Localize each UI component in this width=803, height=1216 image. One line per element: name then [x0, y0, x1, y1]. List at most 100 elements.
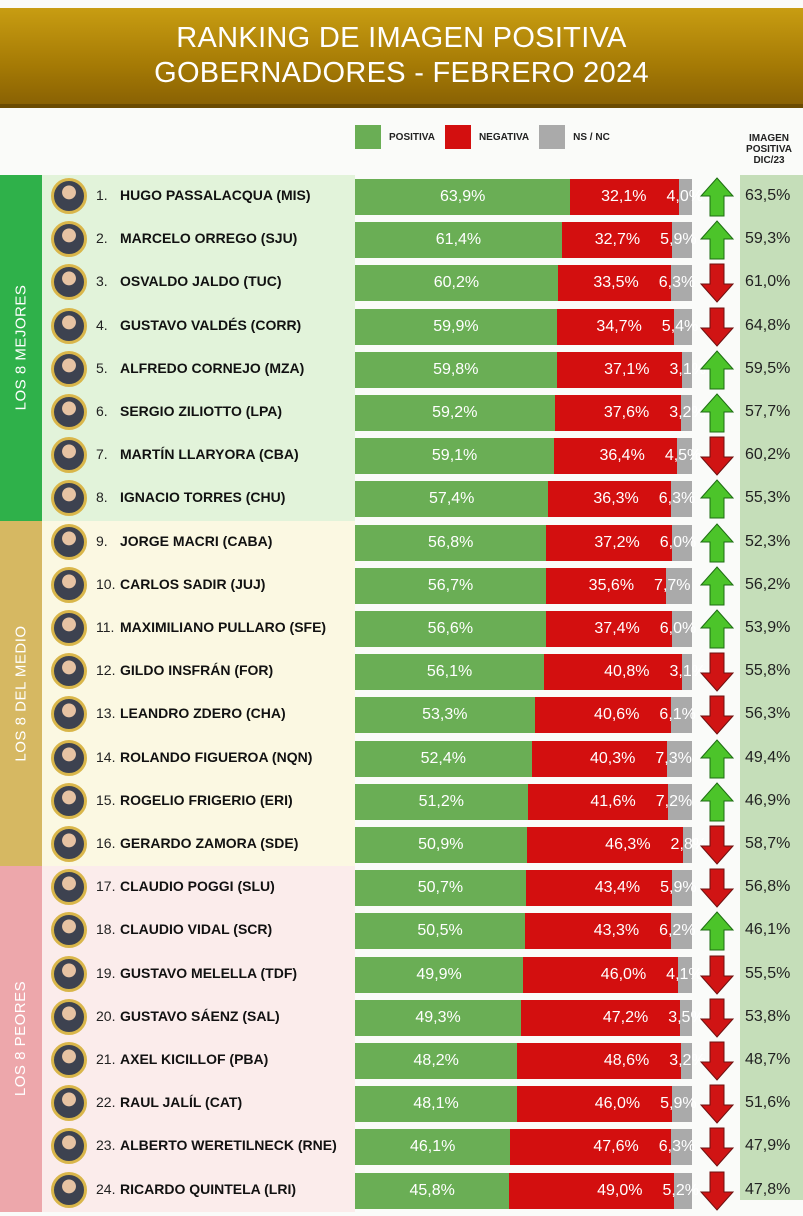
arrow-up-icon	[699, 350, 735, 390]
stacked-bar: 50,7% 43,4% 5,9%	[355, 870, 697, 907]
bar-negativa: 40,8%	[544, 654, 682, 691]
governor-name: ALBERTO WERETILNECK (RNE)	[120, 1137, 337, 1154]
title-line-2: GOBERNADORES - FEBRERO 2024	[154, 57, 649, 89]
rank-number: 5.	[96, 359, 108, 376]
bar-nsnc: 2,8%	[671, 827, 707, 863]
governor-name: AXEL KICILLOF (PBA)	[120, 1051, 269, 1067]
label-nsnc: 3,2%	[669, 404, 706, 421]
governor-name: ROLANDO FIGUEROA (NQN)	[120, 748, 313, 765]
ranking-row: 16. GERARDO ZAMORA (SDE) 50,9% 46,3% 2,8…	[42, 823, 803, 866]
governor-photo	[51, 696, 87, 733]
ranking-row: 19. GUSTAVO MELELLA (TDF) 49,9% 46,0% 4,…	[42, 953, 803, 996]
bar-nsnc: 4,5%	[665, 438, 701, 475]
bar-negativa: 37,2%	[546, 524, 672, 561]
governor-name: CLAUDIO POGGI (SLU)	[120, 878, 275, 895]
stacked-bar: 53,3% 40,6% 6,1%	[355, 697, 696, 734]
governor-photo	[51, 912, 87, 949]
governor-photo	[51, 610, 87, 646]
arrow-up-icon	[699, 738, 735, 779]
rank-number: 22.	[96, 1094, 116, 1111]
bar-positiva: 57,4%	[355, 481, 549, 518]
bar-positiva: 50,5%	[355, 913, 526, 950]
bar-nsnc: 5,9%	[660, 1086, 697, 1123]
governor-photo	[51, 826, 87, 862]
bar-negativa: 46,3%	[526, 827, 683, 863]
governor-photo	[51, 264, 87, 301]
governor-name: HUGO PASSALACQUA (MIS)	[120, 187, 311, 203]
label-positiva: 49,9%	[416, 965, 462, 983]
ranking-row: 14. ROLANDO FIGUEROA (NQN) 52,4% 40,3% 7…	[42, 737, 803, 780]
bar-positiva: 56,1%	[355, 654, 545, 691]
label-nsnc: 2,8%	[670, 836, 708, 853]
label-positiva: 59,8%	[433, 360, 479, 378]
governor-photo	[51, 523, 87, 560]
stacked-bar: 48,1% 46,0% 5,9%	[355, 1086, 697, 1123]
governor-photo	[51, 782, 87, 819]
ranking-row: 18. CLAUDIO VIDAL (SCR) 50,5% 43,3% 6,2%…	[42, 909, 803, 952]
rank-number: 18.	[96, 921, 116, 938]
bar-negativa: 41,6%	[527, 783, 668, 820]
bar-nsnc: 3,2%	[669, 1043, 706, 1079]
dic-value: 49,4%	[745, 748, 791, 766]
label-positiva: 59,2%	[432, 404, 478, 421]
governor-name: SERGIO ZILIOTTO (LPA)	[120, 403, 283, 419]
arrow-down-icon	[699, 868, 735, 908]
bar-positiva: 59,8%	[355, 351, 557, 388]
arrow-up-icon	[699, 566, 735, 606]
label-nsnc: 6,2%	[659, 922, 696, 940]
label-negativa: 40,6%	[594, 706, 640, 724]
governor-photo	[51, 437, 87, 474]
arrow-up-icon	[699, 393, 735, 433]
bar-negativa: 32,1%	[570, 179, 679, 215]
bar-positiva: 51,2%	[355, 783, 528, 820]
bar-nsnc: 3,2%	[669, 395, 706, 431]
bar-nsnc: 3,1%	[670, 654, 706, 691]
bar-positiva: 46,1%	[355, 1129, 511, 1166]
rank-number: 4.	[96, 316, 108, 333]
arrow-down-icon	[699, 652, 735, 692]
label-negativa: 40,8%	[604, 663, 650, 681]
stacked-bar: 56,8% 37,2% 6,0%	[355, 524, 696, 561]
label-nsnc: 5,9%	[660, 1095, 697, 1113]
arrow-down-icon	[699, 263, 735, 304]
bar-nsnc: 3,1%	[670, 351, 706, 388]
arrow-down-icon	[699, 436, 735, 476]
rank-number: 8.	[96, 489, 108, 506]
label-negativa: 36,3%	[593, 490, 639, 508]
governor-photo	[51, 869, 87, 906]
bar-nsnc: 5,9%	[660, 870, 697, 907]
dic-value: 51,6%	[745, 1094, 791, 1112]
bar-nsnc: 7,7%	[654, 567, 692, 604]
label-nsnc: 4,0%	[666, 188, 703, 205]
label-positiva: 56,8%	[428, 533, 474, 551]
ranking-row: 6. SERGIO ZILIOTTO (LPA) 59,2% 37,6% 3,2…	[42, 391, 803, 434]
title-line-1: RANKING DE IMAGEN POSITIVA	[176, 22, 627, 54]
bar-negativa: 47,2%	[521, 999, 681, 1036]
ranking-row: 10. CARLOS SADIR (JUJ) 56,7% 35,6% 7,7% …	[42, 564, 803, 607]
bar-positiva: 59,9%	[355, 308, 557, 345]
bar-positiva: 61,4%	[355, 222, 562, 259]
governor-photo	[51, 1128, 87, 1165]
label-nsnc: 7,7%	[654, 576, 691, 594]
dic-column-header: IMAGEN POSITIVA DIC/23	[746, 133, 792, 166]
dic-value: 52,3%	[745, 532, 791, 550]
label-negativa: 46,0%	[600, 965, 647, 983]
bar-negativa: 37,1%	[556, 351, 682, 388]
stacked-bar: 45,8% 49,0% 5,2%	[355, 1172, 699, 1209]
stacked-bar: 59,2% 37,6% 3,2%	[355, 395, 706, 431]
rank-number: 3.	[96, 273, 108, 290]
bar-positiva: 59,1%	[355, 438, 555, 475]
label-positiva: 48,1%	[413, 1095, 459, 1113]
bar-negativa: 40,3%	[531, 740, 668, 777]
stacked-bar: 63,9% 32,1% 4,0%	[355, 179, 703, 215]
rank-number: 6.	[96, 403, 108, 419]
group-label: LOS 8 PEORES	[0, 866, 42, 1212]
group-label-text: LOS 8 DEL MEDIO	[12, 625, 30, 762]
arrow-down-icon	[699, 307, 735, 347]
bar-nsnc: 5,4%	[662, 308, 698, 345]
label-negativa: 34,7%	[596, 317, 642, 335]
bar-nsnc: 7,2%	[656, 783, 692, 820]
rank-number: 16.	[96, 835, 116, 851]
rank-number: 21.	[96, 1051, 116, 1067]
dic-value: 59,5%	[745, 359, 791, 377]
